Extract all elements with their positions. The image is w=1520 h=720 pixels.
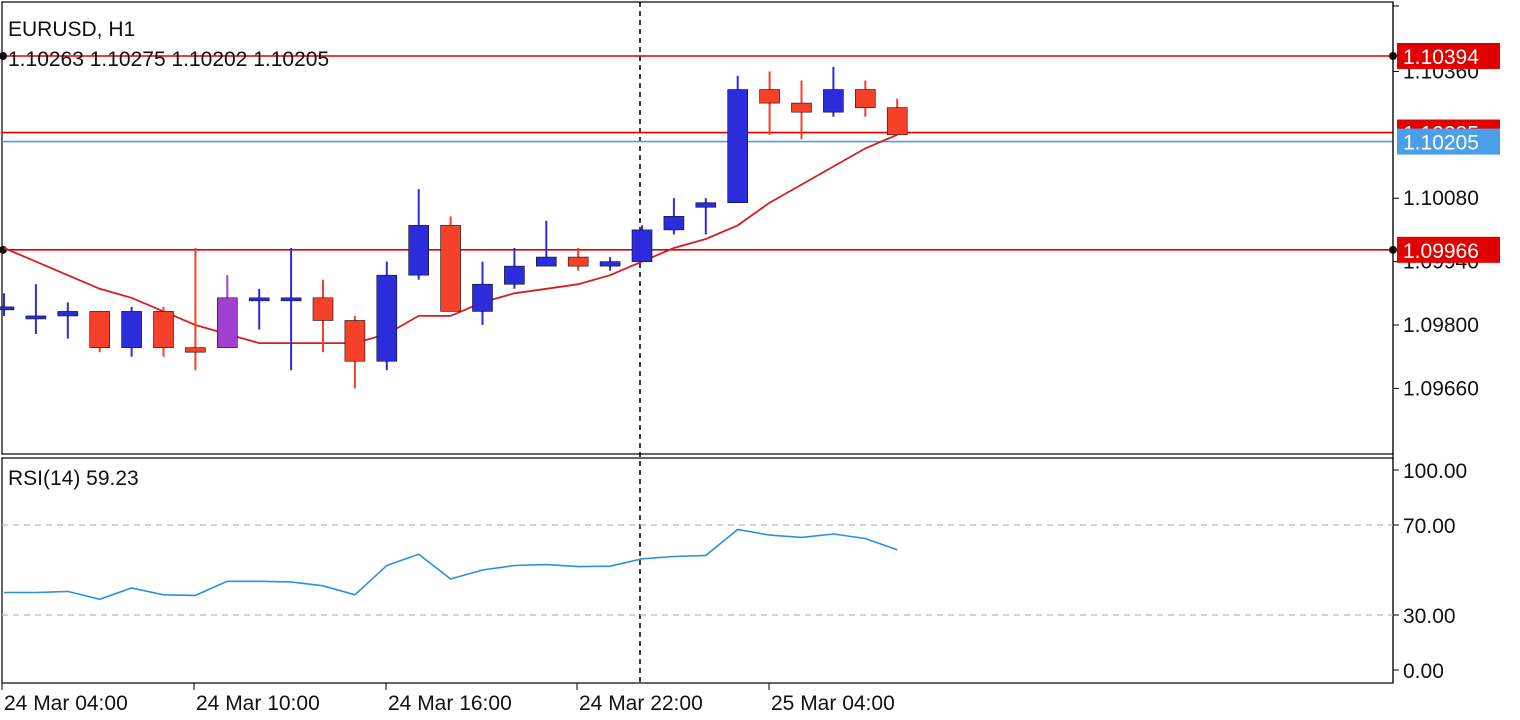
candle-body (25, 315, 47, 320)
candle (408, 189, 430, 280)
line-anchor-left-2 (0, 245, 7, 254)
candle-body (248, 297, 270, 302)
moving-average-group (3, 133, 898, 344)
rsi-axis: 100.00 70.00 30.00 0.00 (1393, 460, 1467, 683)
candle (535, 220, 557, 267)
candle-body (472, 283, 493, 312)
candle (25, 284, 47, 335)
candle-body (57, 311, 79, 317)
bid-label-text: 1.10205 (1403, 132, 1479, 155)
rsi-title: RSI(14) 59.23 (8, 467, 139, 490)
horizontal-lines-group (0, 52, 1397, 254)
candle-body (823, 89, 844, 113)
candle-body (695, 202, 717, 208)
candle-body (791, 102, 812, 113)
price-line-label-text: 1.10394 (1403, 46, 1479, 69)
candle (823, 66, 844, 117)
candle-body (854, 89, 876, 108)
candle (567, 248, 589, 271)
rsi-panel-frame (1, 457, 1394, 684)
candle (217, 275, 238, 348)
candle (185, 248, 206, 371)
price-line-label-box (1397, 43, 1500, 69)
candle-body (185, 347, 206, 353)
bid-label-box (1397, 128, 1500, 155)
candle-body (408, 225, 430, 276)
candle (663, 198, 685, 235)
candle (599, 257, 621, 271)
candle (727, 75, 749, 204)
candle (153, 306, 174, 357)
price-line-label-text: 1.09966 (1403, 240, 1479, 263)
rsi-level-lines (2, 524, 1393, 616)
rsi-tick-label: 30.00 (1403, 605, 1456, 628)
candle (57, 302, 79, 339)
candle-body (504, 265, 525, 285)
time-tick-label: 24 Mar 04:00 (4, 692, 128, 715)
candle (89, 311, 110, 353)
moving-average-line (3, 133, 898, 344)
candle (0, 293, 15, 316)
candle-body (217, 297, 238, 348)
price-tick-label: 1.09800 (1403, 314, 1479, 337)
candle (472, 261, 493, 325)
candle (440, 216, 461, 312)
candle-body (631, 229, 653, 262)
candle (344, 315, 366, 389)
candle (886, 98, 908, 136)
candle (248, 288, 270, 330)
candle (376, 261, 398, 371)
candle-body (280, 297, 302, 302)
candle-body (727, 89, 749, 204)
candle-body (535, 256, 557, 267)
symbol-timeframe-label: EURUSD, H1 (8, 18, 136, 41)
candle (121, 306, 142, 357)
candles-group (0, 66, 908, 389)
candle (312, 279, 334, 353)
candle-body (663, 216, 685, 231)
candle-body (886, 107, 908, 136)
time-tick-label: 25 Mar 04:00 (771, 692, 895, 715)
candle-body (344, 320, 366, 362)
rsi-tick-label: 70.00 (1403, 515, 1456, 538)
candle-body (759, 89, 780, 104)
candle-body (0, 306, 15, 311)
candle-body (89, 311, 110, 348)
candle-body (121, 311, 142, 348)
price-tick-label: 1.10080 (1403, 187, 1479, 210)
candle (759, 71, 780, 135)
candle-body (312, 297, 334, 321)
candle-body (567, 256, 589, 267)
price-line-label-box (1397, 236, 1500, 263)
time-tick-label: 24 Mar 10:00 (196, 692, 320, 715)
rsi-line (4, 528, 898, 601)
candle-body (440, 225, 461, 312)
candle (854, 80, 876, 117)
time-axis: 24 Mar 04:00 24 Mar 10:00 24 Mar 16:00 24 M… (1, 683, 895, 715)
rsi-tick-label: 100.00 (1403, 460, 1467, 483)
candle (695, 198, 717, 235)
time-tick-label: 24 Mar 22:00 (579, 692, 703, 715)
candle-body (599, 261, 621, 267)
rsi-tick-label: 0.00 (1403, 660, 1444, 683)
candle (280, 248, 302, 371)
price-tick-label: 1.09660 (1403, 377, 1479, 400)
time-tick-label: 24 Mar 16:00 (388, 692, 512, 715)
line-anchor-left-0 (0, 52, 7, 60)
ohlc-readout: 1.10263 1.10275 1.10202 1.10205 (8, 48, 330, 71)
rsi-line-group (4, 528, 898, 601)
candle-body (376, 274, 398, 362)
candle (791, 80, 812, 140)
candle (504, 248, 525, 289)
candle (631, 225, 653, 262)
candle-body (153, 311, 174, 348)
